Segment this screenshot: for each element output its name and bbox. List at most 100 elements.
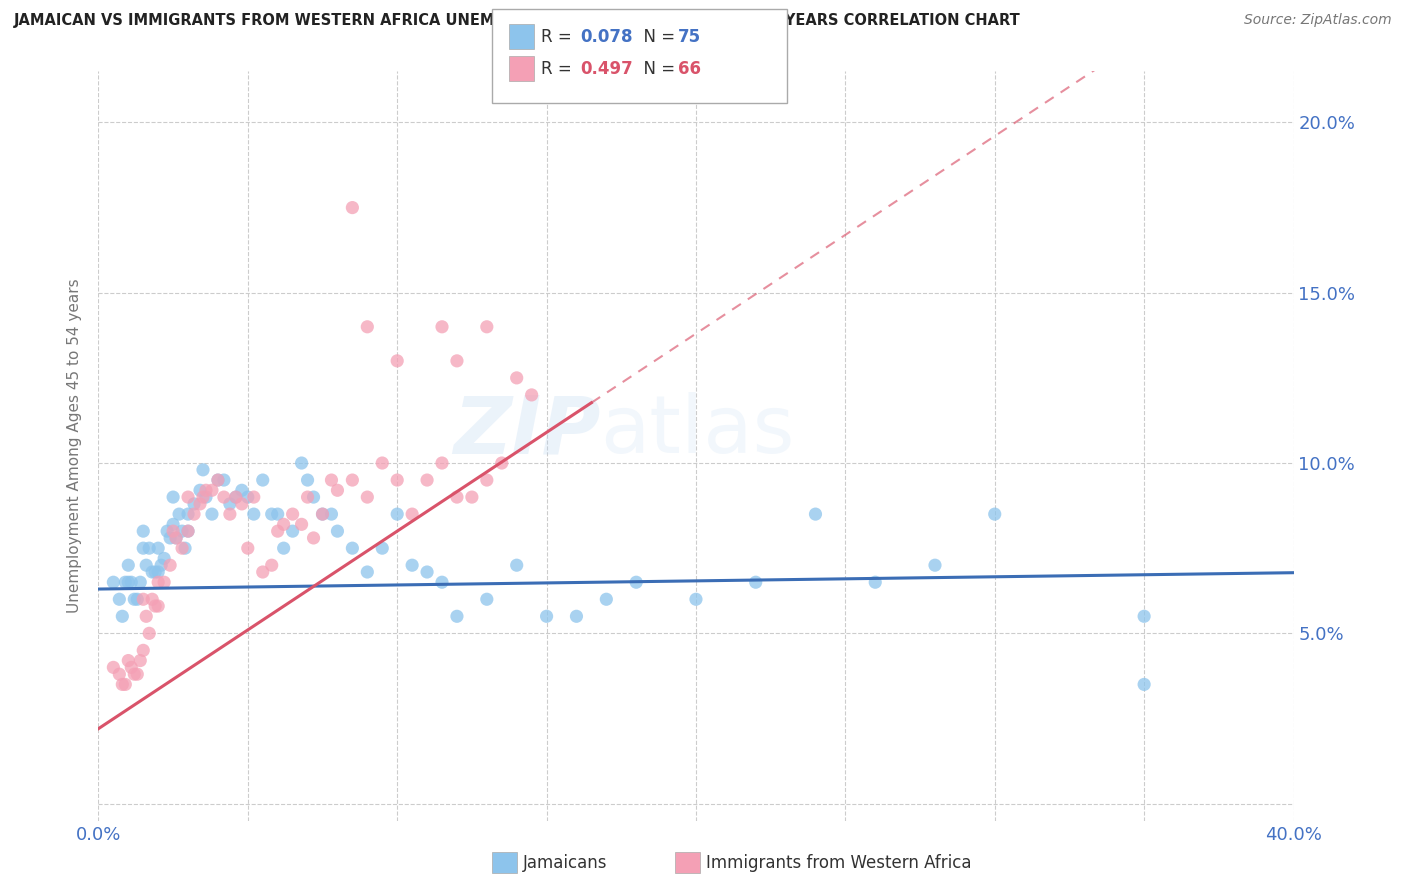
Point: [273, 541, 295, 556]
Point: [342, 541, 364, 556]
Point: [129, 575, 152, 590]
Point: [291, 517, 314, 532]
Point: [385, 473, 409, 487]
Point: [385, 354, 409, 368]
Point: [446, 490, 468, 504]
Point: [191, 463, 214, 477]
Point: [1133, 609, 1156, 624]
Point: [446, 354, 468, 368]
Point: [297, 490, 319, 504]
Point: [281, 524, 304, 538]
Point: [267, 507, 290, 521]
Point: [148, 599, 170, 613]
Point: [260, 507, 283, 521]
Point: [326, 483, 349, 498]
Point: [153, 551, 176, 566]
Point: [236, 541, 259, 556]
Point: [143, 599, 166, 613]
Point: [311, 507, 333, 521]
Point: [401, 558, 423, 573]
Point: [371, 456, 394, 470]
Point: [536, 609, 558, 624]
Point: [159, 558, 181, 573]
Point: [138, 541, 160, 556]
Point: [356, 565, 378, 579]
Point: [117, 654, 139, 668]
Point: [416, 473, 439, 487]
Point: [132, 524, 155, 538]
Point: [506, 371, 529, 385]
Point: [132, 592, 155, 607]
Point: [117, 575, 139, 590]
Point: [132, 643, 155, 657]
Text: N =: N =: [633, 60, 681, 78]
Point: [804, 507, 827, 521]
Point: [132, 541, 155, 556]
Point: [138, 626, 160, 640]
Point: [461, 490, 484, 504]
Text: 75: 75: [678, 28, 700, 45]
Point: [311, 507, 333, 521]
Point: [153, 575, 176, 590]
Point: [260, 558, 283, 573]
Point: [162, 517, 184, 532]
Point: [371, 541, 394, 556]
Point: [342, 201, 364, 215]
Point: [475, 473, 498, 487]
Point: [177, 507, 200, 521]
Point: [219, 497, 242, 511]
Point: [111, 677, 134, 691]
Point: [201, 507, 224, 521]
Point: [745, 575, 768, 590]
Point: [167, 507, 190, 521]
Point: [108, 667, 131, 681]
Text: ZIP: ZIP: [453, 392, 600, 470]
Point: [385, 507, 409, 521]
Point: [148, 575, 170, 590]
Point: [252, 473, 274, 487]
Point: [114, 677, 136, 691]
Point: [103, 575, 125, 590]
Point: [174, 541, 197, 556]
Point: [165, 531, 187, 545]
Point: [120, 575, 142, 590]
Point: [430, 319, 453, 334]
Point: [162, 524, 184, 538]
Point: [273, 517, 295, 532]
Point: [177, 490, 200, 504]
Point: [416, 565, 439, 579]
Point: [356, 319, 378, 334]
Point: [195, 483, 218, 498]
Point: [302, 531, 325, 545]
Point: [326, 524, 349, 538]
Point: [117, 558, 139, 573]
Point: [685, 592, 707, 607]
Point: [191, 490, 214, 504]
Text: 0.078: 0.078: [581, 28, 633, 45]
Point: [924, 558, 946, 573]
Point: [212, 473, 235, 487]
Point: [103, 660, 125, 674]
Point: [430, 575, 453, 590]
Point: [183, 507, 205, 521]
Point: [446, 609, 468, 624]
Point: [207, 473, 229, 487]
Point: [297, 473, 319, 487]
Point: [195, 490, 218, 504]
Point: [172, 524, 194, 538]
Point: [626, 575, 648, 590]
Point: [595, 592, 617, 607]
Point: [984, 507, 1007, 521]
Point: [506, 558, 529, 573]
Text: Jamaicans: Jamaicans: [523, 854, 607, 871]
Point: [177, 524, 200, 538]
Y-axis label: Unemployment Among Ages 45 to 54 years: Unemployment Among Ages 45 to 54 years: [67, 278, 83, 614]
Point: [219, 507, 242, 521]
Point: [225, 490, 247, 504]
Point: [430, 456, 453, 470]
Point: [201, 483, 224, 498]
Point: [291, 456, 314, 470]
Point: [565, 609, 588, 624]
Point: [162, 490, 184, 504]
Point: [302, 490, 325, 504]
